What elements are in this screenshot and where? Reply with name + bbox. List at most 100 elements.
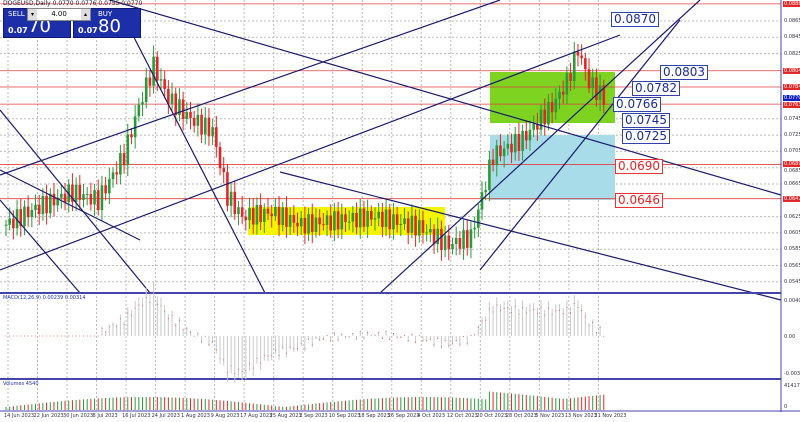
date-tick: 13 Nov 2023 [564, 413, 597, 419]
candle-body [52, 193, 56, 206]
macd-signal-point [142, 304, 144, 306]
trendlines[interactable] [0, 0, 782, 301]
candle-body [469, 229, 473, 248]
macd-signal-point [68, 335, 70, 337]
candle-body [122, 153, 126, 166]
macd-signal-point [60, 335, 62, 337]
macd-signal-point [12, 335, 14, 337]
macd-tick: -0.00374 [784, 371, 800, 377]
macd-signal-point [385, 331, 387, 333]
macd-signal-point [204, 335, 206, 337]
candle-body [521, 130, 524, 151]
candle-body [15, 209, 19, 229]
level-price-label: 0.0689 [783, 161, 800, 168]
macd-signal-point [407, 340, 409, 342]
macd-signal-point [595, 332, 597, 334]
macd-signal-point [297, 347, 299, 349]
macd-signal-point [562, 313, 564, 315]
candle-body [517, 133, 521, 151]
macd-signal-point [566, 306, 568, 308]
candle-body [425, 232, 428, 234]
candle-body [200, 114, 203, 135]
candle-body [436, 228, 440, 245]
level-price-label: 0.0886 [783, 0, 800, 7]
date-tick: 16 Jul 2023 [122, 413, 151, 419]
candle-body [89, 194, 93, 205]
candle-body [454, 238, 458, 245]
macd-signal-point [581, 310, 583, 312]
macd-signal-point [49, 335, 51, 337]
price-tick: 0.0825 [784, 50, 800, 57]
candle-body [506, 143, 510, 149]
price-tick: 0.0545 [784, 278, 800, 285]
sell-button[interactable]: SELL 0.07 70 [3, 8, 71, 38]
price-annotation: 0.0646 [615, 193, 663, 208]
candle-body [366, 211, 369, 227]
candle-body [381, 211, 384, 227]
candle-body [56, 197, 59, 206]
price-tick: 0.0865 [784, 18, 800, 24]
candle-body [170, 93, 174, 104]
macd-signal-point [603, 335, 605, 337]
lot-size-input[interactable]: ▾ 4.00 ▴ [27, 8, 91, 21]
candle-body [477, 209, 480, 228]
macd-signal-point [267, 355, 269, 357]
candle-body [550, 102, 554, 113]
candle-body [510, 143, 513, 153]
candle-body [119, 153, 122, 175]
macd-signal-point [190, 331, 191, 333]
candle-body [203, 117, 207, 135]
candle-body [152, 56, 155, 86]
candle-body [248, 208, 251, 221]
price-annotation: 0.0690 [615, 159, 663, 174]
candle-body [167, 88, 170, 104]
candle-body [491, 159, 495, 166]
macd-signal-point [138, 304, 140, 306]
candle-body [299, 217, 303, 227]
macd-signal-point [197, 332, 199, 334]
grid [0, 0, 781, 411]
level-price-label: 0.0763 [783, 102, 800, 109]
decrease-lot-button[interactable]: ▾ [28, 9, 37, 20]
price-tick: 0.0585 [784, 246, 800, 253]
macd-signal-point [577, 306, 579, 308]
candle-body [93, 190, 96, 205]
candle-body [296, 222, 299, 227]
macd-signal-point [448, 345, 450, 347]
macd-signal-point [319, 339, 321, 341]
macd-signal-point [477, 326, 479, 328]
macd-signal-point [573, 303, 575, 305]
candle-body [554, 98, 558, 113]
volume-label: Volumes 4540 [3, 381, 39, 387]
candle-body [465, 230, 469, 248]
macd-signal-point [540, 306, 542, 308]
macd-signal-point [160, 304, 162, 306]
candle-body [314, 217, 318, 232]
macd-signal-point [16, 335, 18, 337]
candle-body [23, 206, 26, 227]
macd-signal-point [79, 335, 81, 337]
macd-signal-point [282, 346, 284, 348]
candle-body [196, 114, 200, 126]
macd-signal-point [219, 357, 221, 359]
macd-signal-point [348, 336, 350, 338]
macd-signal-point [437, 337, 439, 339]
macd-signal-point [418, 335, 420, 337]
candle-body [148, 77, 152, 86]
candle-body [443, 235, 447, 251]
candles [4, 41, 606, 261]
candle-body [536, 123, 539, 130]
macd-signal-point [547, 307, 549, 309]
current-price-label: 0.0770 [783, 95, 800, 102]
macd-signal-point [145, 296, 147, 298]
candle-body [336, 211, 340, 230]
increase-lot-button[interactable]: ▴ [81, 9, 90, 20]
price-annotation: 0.0803 [660, 65, 708, 80]
date-tick: 1 Aug 2023 [181, 413, 210, 419]
macd-signal-point [53, 335, 55, 337]
buy-label: BUY [98, 10, 113, 18]
date-tick: 26 Sep 2023 [387, 413, 420, 419]
candle-body [333, 211, 336, 231]
macd-signal-point [289, 346, 291, 348]
